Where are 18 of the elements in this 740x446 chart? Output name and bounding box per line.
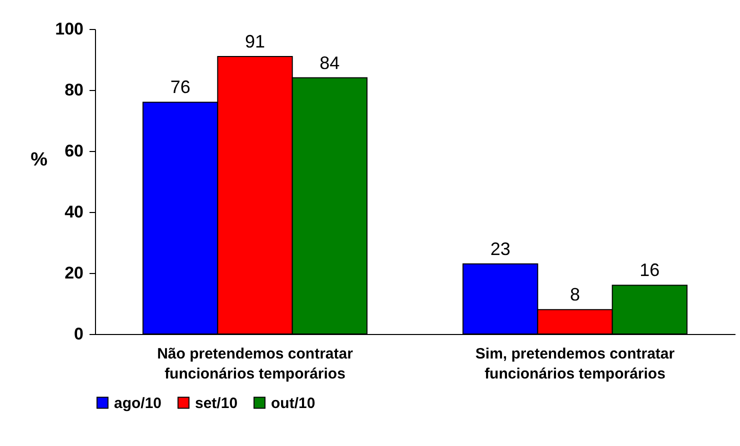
data-label: 16 bbox=[640, 260, 660, 280]
legend-label: ago/10 bbox=[114, 394, 162, 412]
y-tick-label: 40 bbox=[64, 202, 84, 222]
data-label: 23 bbox=[490, 238, 510, 259]
legend-label: out/10 bbox=[271, 394, 316, 412]
legend-label: set/10 bbox=[195, 394, 238, 412]
data-label: 8 bbox=[570, 284, 580, 305]
y-tick-label: 60 bbox=[64, 142, 84, 160]
data-label: 84 bbox=[320, 52, 340, 73]
x-tick-label: Sim, pretendemos contratar funcionários temporários bbox=[475, 346, 675, 382]
x-tick-label: Não pretendemos contratar funcionários temporários bbox=[157, 346, 354, 382]
y-tick-label: 100 bbox=[55, 20, 84, 38]
y-axis-title: % bbox=[30, 150, 48, 170]
data-label: 76 bbox=[170, 77, 190, 98]
data-label: 91 bbox=[244, 31, 266, 52]
y-tick-label: 0 bbox=[74, 324, 84, 344]
y-tick-label: 20 bbox=[64, 264, 84, 282]
y-tick-label: 80 bbox=[64, 80, 84, 100]
